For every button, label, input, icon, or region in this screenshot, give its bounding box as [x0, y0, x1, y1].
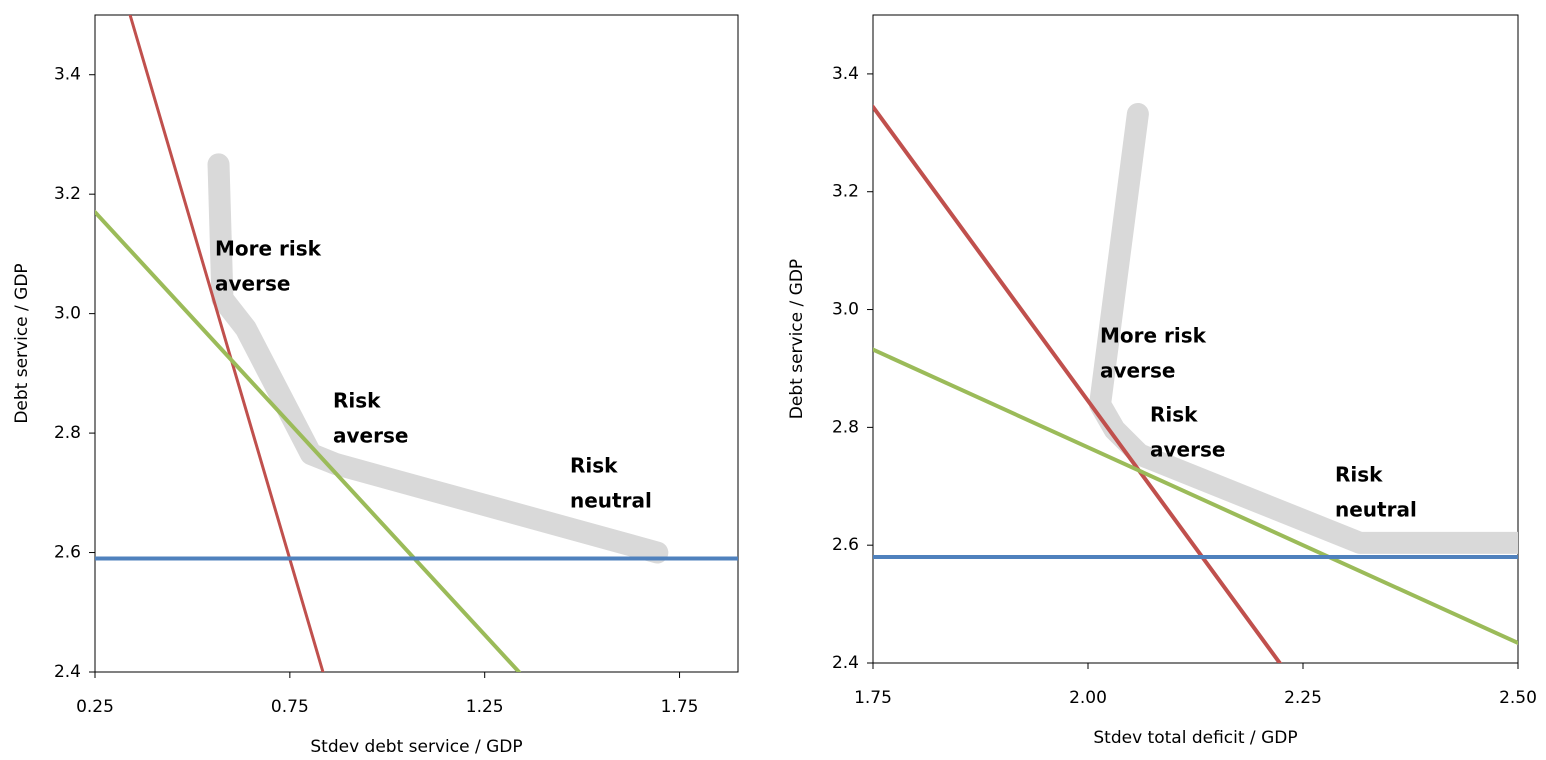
series-line [873, 104, 1282, 663]
y-tick-label: 2.4 [54, 662, 81, 682]
x-tick-label: 1.75 [661, 697, 699, 717]
series-line [95, 210, 521, 672]
x-tick-label: 0.75 [271, 697, 309, 717]
series-line [128, 15, 325, 672]
series-label: Risk [1150, 403, 1198, 427]
series-label: Risk [1335, 463, 1383, 487]
series-line [207, 153, 669, 564]
series-line [1089, 102, 1518, 554]
x-tick-label: 1.25 [466, 697, 504, 717]
plot-frame [94, 14, 739, 673]
y-tick-label: 3.0 [832, 300, 859, 320]
y-tick-label: 3.2 [54, 184, 81, 204]
x-tick-label: 0.25 [76, 697, 114, 717]
x-tick-label: 2.25 [1284, 688, 1322, 708]
series-label: averse [333, 424, 408, 448]
y-tick-label: 2.6 [832, 535, 859, 555]
y-tick-label: 3.4 [54, 65, 81, 85]
x-axis-title: Stdev debt service / GDP [310, 737, 522, 757]
y-tick-label: 2.8 [54, 423, 81, 443]
y-tick-label: 2.8 [832, 417, 859, 437]
series-label: More risk [1100, 324, 1207, 348]
y-axis-title: Debt service / GDP [12, 263, 32, 423]
series-label: Risk [570, 454, 618, 478]
y-tick-label: 3.0 [54, 304, 81, 324]
series-label: More risk [215, 237, 322, 261]
x-tick-label: 1.75 [854, 688, 892, 708]
series-label: averse [1100, 359, 1175, 383]
x-tick-label: 2.50 [1499, 688, 1537, 708]
series-label: Risk [333, 389, 381, 413]
series-line [873, 347, 1518, 645]
y-tick-label: 2.4 [832, 653, 859, 673]
y-tick-label: 3.4 [832, 64, 859, 84]
y-tick-label: 2.6 [54, 543, 81, 563]
series-label: averse [215, 272, 290, 296]
series-label: neutral [570, 489, 652, 513]
series-label: averse [1150, 438, 1225, 462]
x-tick-label: 2.00 [1069, 688, 1107, 708]
y-tick-label: 3.2 [832, 182, 859, 202]
y-axis-title: Debt service / GDP [787, 259, 807, 419]
x-axis-title: Stdev total deficit / GDP [1093, 728, 1297, 748]
plot-frame [872, 14, 1519, 664]
series-label: neutral [1335, 498, 1417, 522]
